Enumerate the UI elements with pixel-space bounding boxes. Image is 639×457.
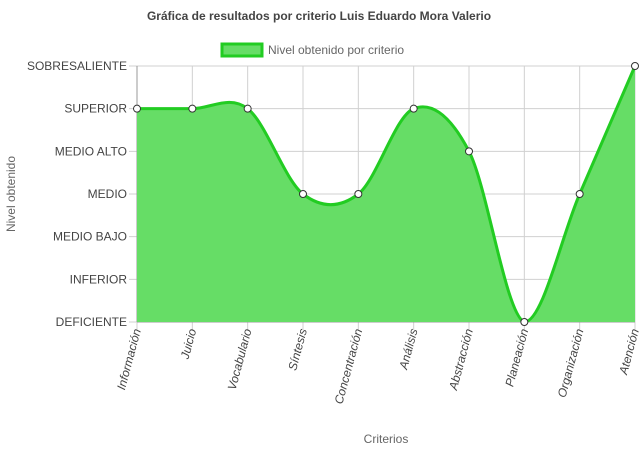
data-point[interactable]	[520, 318, 529, 326]
y-tick-label: MEDIO ALTO	[55, 144, 127, 158]
legend-label: Nivel obtenido por criterio	[268, 43, 404, 57]
data-point[interactable]	[465, 147, 473, 156]
x-tick-label: Información	[114, 327, 144, 391]
x-tick-label: Juicio	[178, 327, 200, 362]
x-tick-label: Concentración	[332, 327, 366, 406]
area-fill	[137, 66, 635, 322]
data-point[interactable]	[133, 104, 141, 113]
x-tick-label: Análisis	[396, 327, 420, 372]
chart-title: Gráfica de resultados por criterio Luis …	[147, 9, 491, 23]
x-tick-label: Abstracción	[446, 327, 476, 392]
y-tick-label: MEDIO	[88, 187, 127, 201]
data-point[interactable]	[299, 190, 307, 198]
x-tick-label: Atención	[616, 327, 639, 377]
y-axis-title: Nivel obtenido	[4, 156, 18, 232]
y-axis-tick-labels: DEFICIENTE INFERIOR MEDIO BAJO MEDIO MEDIO A…	[27, 59, 127, 329]
data-point[interactable]	[243, 104, 252, 113]
x-tick-label: Planeación	[502, 327, 531, 388]
x-tick-label: Síntesis	[285, 327, 310, 372]
y-tick-label: INFERIOR	[70, 272, 128, 286]
x-tick-label: Vocabulario	[225, 327, 255, 392]
data-point[interactable]	[575, 190, 584, 198]
y-tick-label: MEDIO BAJO	[53, 230, 127, 244]
legend-swatch	[220, 42, 264, 58]
data-point[interactable]	[409, 104, 418, 113]
y-tick-label: SOBRESALIENTE	[27, 59, 127, 73]
y-tick-label: SUPERIOR	[64, 102, 127, 116]
x-tick-label: Organización	[555, 327, 587, 399]
x-axis-tick-labels: Información Juicio Vocabulario Síntesis Conc…	[114, 327, 639, 406]
legend[interactable]: Nivel obtenido por criterio	[220, 42, 404, 58]
x-axis-title: Criterios	[364, 432, 409, 446]
data-points	[133, 62, 639, 326]
y-tick-label: DEFICIENTE	[56, 315, 127, 329]
data-point[interactable]	[631, 62, 639, 70]
data-point[interactable]	[188, 104, 197, 113]
data-point[interactable]	[354, 190, 363, 198]
